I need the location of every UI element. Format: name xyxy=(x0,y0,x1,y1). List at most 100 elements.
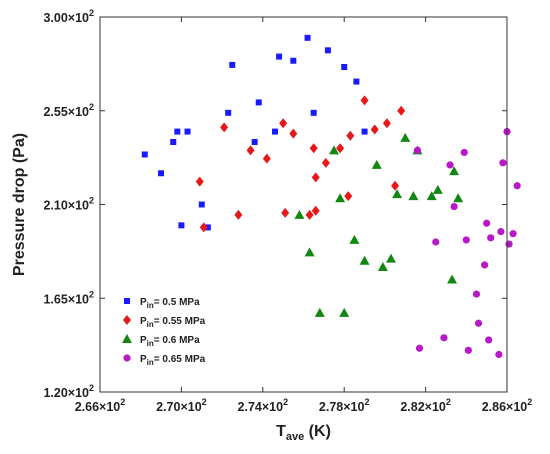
data-point xyxy=(341,64,348,70)
data-point xyxy=(305,209,314,220)
data-point xyxy=(349,234,360,244)
data-point xyxy=(453,193,464,203)
data-point xyxy=(361,128,368,135)
data-point xyxy=(272,128,279,135)
data-point xyxy=(309,143,318,154)
data-point xyxy=(377,262,388,271)
data-point xyxy=(462,236,470,244)
data-point xyxy=(481,261,489,269)
data-point xyxy=(225,109,232,116)
y-tick-label: 2.55×102 xyxy=(43,102,94,119)
data-point xyxy=(262,153,271,164)
data-point xyxy=(382,118,391,129)
data-point xyxy=(472,290,481,298)
data-point xyxy=(314,307,325,317)
series-triangle xyxy=(294,132,464,317)
y-axis-title: Pressure drop (Pa) xyxy=(11,133,28,276)
data-point xyxy=(432,184,443,194)
data-point xyxy=(449,166,460,176)
y-tick-labels: 1.20×102 1.65×102 2.10×102 2.55×102 3.00×102 xyxy=(43,8,94,400)
legend-marker xyxy=(123,315,131,325)
data-point xyxy=(397,105,406,116)
data-point xyxy=(336,143,345,154)
data-point xyxy=(450,202,458,211)
data-point xyxy=(294,209,305,219)
series-circle xyxy=(413,127,521,359)
data-point xyxy=(513,182,521,190)
data-point xyxy=(483,219,491,227)
data-point xyxy=(220,122,229,133)
data-point xyxy=(485,336,493,344)
legend-label: Pin= 0.5 MPa xyxy=(140,297,200,310)
data-point xyxy=(290,57,297,64)
data-point xyxy=(371,159,382,169)
data-points xyxy=(141,34,521,359)
data-point xyxy=(426,191,437,201)
data-point xyxy=(251,139,258,145)
data-point xyxy=(447,274,458,284)
data-point xyxy=(199,222,208,233)
data-point xyxy=(460,148,468,157)
data-point xyxy=(440,334,448,342)
data-point xyxy=(400,132,411,142)
data-point xyxy=(360,95,369,106)
x-tick-label: 2.74×102 xyxy=(238,397,289,414)
data-point xyxy=(310,109,317,116)
data-point xyxy=(329,145,340,155)
data-point xyxy=(335,193,346,203)
data-point xyxy=(446,161,454,169)
x-tick-label: 2.86×102 xyxy=(482,397,533,414)
data-point xyxy=(174,128,181,135)
series-square xyxy=(141,34,368,231)
data-point xyxy=(229,61,236,68)
data-point xyxy=(499,159,507,167)
data-point xyxy=(281,207,290,218)
data-point xyxy=(339,307,350,317)
x-tick-labels: 2.66×102 2.70×102 2.74×102 2.78×102 2.82×102… xyxy=(75,397,533,414)
data-point xyxy=(204,224,211,231)
data-point xyxy=(246,145,255,156)
legend-label: Pin= 0.6 MPa xyxy=(140,335,200,348)
data-point xyxy=(432,238,440,246)
data-point xyxy=(359,255,370,265)
series-diamond xyxy=(195,95,406,233)
data-point xyxy=(195,176,204,187)
x-tick-label: 2.82×102 xyxy=(400,397,451,414)
y-tick-label: 1.65×102 xyxy=(43,289,94,306)
data-point xyxy=(311,172,320,183)
data-point xyxy=(370,124,379,135)
data-point xyxy=(497,227,505,236)
data-point xyxy=(311,205,320,216)
data-point xyxy=(279,118,288,129)
data-point xyxy=(170,139,177,145)
y-tick-label: 1.20×102 xyxy=(43,383,94,400)
data-point xyxy=(415,344,424,352)
x-axis-title: Tave (K) xyxy=(276,423,331,443)
data-point xyxy=(289,128,298,139)
data-point xyxy=(184,128,191,135)
legend-label: Pin= 0.65 MPa xyxy=(140,354,206,367)
data-point xyxy=(304,34,311,41)
legend-marker xyxy=(122,334,132,343)
data-point xyxy=(234,209,243,220)
data-point xyxy=(276,53,283,60)
data-point xyxy=(408,191,419,201)
data-point xyxy=(141,151,148,158)
y-tick-label: 2.10×102 xyxy=(43,196,94,213)
data-point xyxy=(324,47,331,54)
x-tick-label: 2.78×102 xyxy=(319,397,370,414)
legend-marker xyxy=(123,354,131,362)
data-point xyxy=(487,234,495,242)
data-point xyxy=(386,253,397,263)
x-tick-label: 2.70×102 xyxy=(156,397,207,414)
data-point xyxy=(198,201,205,208)
data-point xyxy=(346,130,355,141)
data-point xyxy=(344,191,353,202)
data-point xyxy=(474,319,483,327)
data-point xyxy=(158,170,165,177)
legend: Pin= 0.5 MPa Pin= 0.55 MPa Pin= 0.6 MPa Pin… xyxy=(122,297,206,367)
data-point xyxy=(304,247,315,257)
legend-marker xyxy=(124,298,130,304)
data-point xyxy=(413,146,422,154)
